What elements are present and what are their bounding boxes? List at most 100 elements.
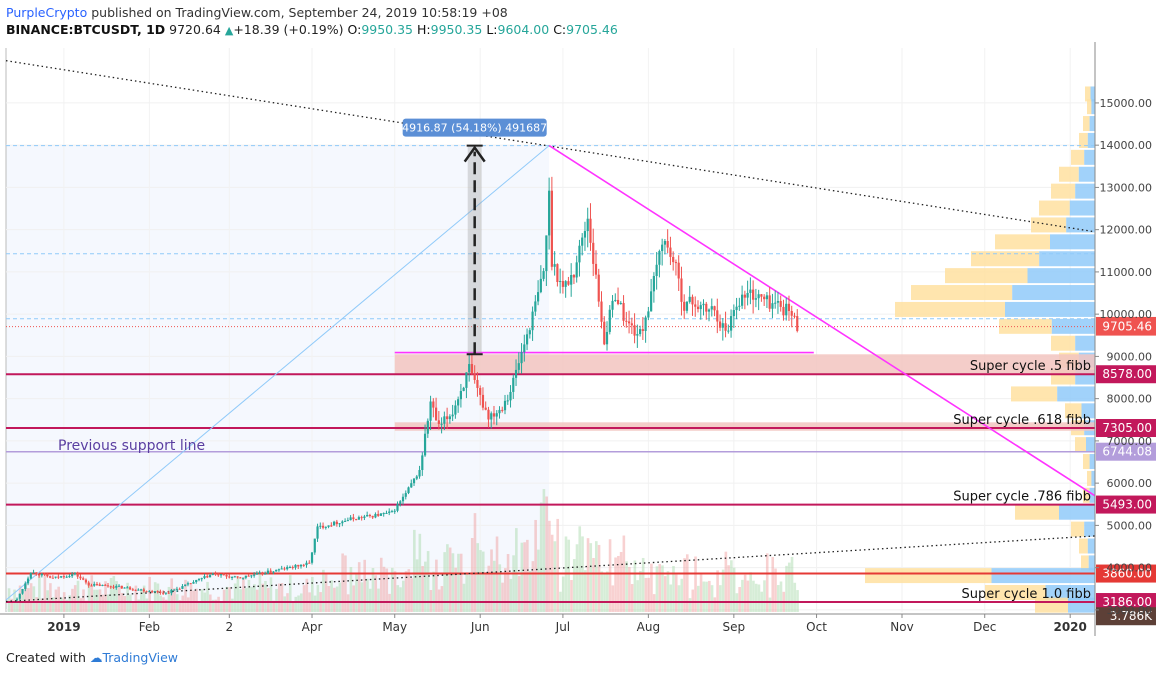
candle-body: [754, 298, 757, 300]
candle-body: [357, 517, 360, 520]
candle-body: [412, 478, 416, 484]
volume-bar: [523, 542, 526, 612]
volume-bar: [195, 588, 198, 612]
candle-body: [462, 387, 465, 391]
candle-body: [222, 574, 225, 576]
tradingview-logo-icon[interactable]: ☁: [89, 650, 103, 665]
volume-bar: [721, 569, 725, 612]
volume-bar: [51, 597, 55, 612]
candle-body: [614, 299, 617, 301]
volume-bar: [520, 542, 524, 612]
author-name[interactable]: PurpleCrypto: [6, 5, 88, 20]
profile-bar-12500: [1039, 200, 1070, 216]
candle-body: [652, 276, 655, 292]
candle-body: [542, 271, 545, 279]
volume-bar: [476, 543, 480, 612]
profile-bar-5700: [1083, 487, 1090, 503]
volume-bar: [247, 579, 251, 612]
profile-bar-10500: [911, 285, 1013, 301]
candle-body: [18, 593, 21, 599]
candle-body: [454, 405, 457, 415]
fib-label-1: Super cycle .618 fibb: [953, 413, 1091, 428]
volume-bar: [236, 576, 240, 612]
candle-body: [324, 526, 327, 528]
candle-body: [572, 274, 576, 278]
profile-bar-13700: [1071, 149, 1085, 165]
candle-body: [594, 263, 598, 275]
volume-bar: [341, 553, 344, 612]
candle-body: [545, 235, 548, 272]
candle-body: [650, 291, 653, 312]
candle-body: [241, 577, 245, 579]
price-tick-6000: 6000.00: [1107, 477, 1153, 490]
price-tick-13000: 13000.00: [1100, 181, 1153, 194]
volume-bar: [90, 575, 94, 612]
candle-body: [763, 296, 766, 300]
price-chart[interactable]: 4916.87 (54.18%) 491687 Super cycle .5 f…: [0, 42, 1166, 642]
measure-tool: 4916.87 (54.18%) 491687: [402, 118, 547, 356]
volume-bar: [509, 578, 513, 612]
volume-bar: [663, 576, 667, 612]
volume-bar: [572, 559, 576, 612]
candle-body: [319, 525, 322, 527]
candle-body: [674, 262, 678, 264]
fib-label-3: Super cycle 1.0 fibb: [962, 587, 1091, 602]
fib-label-0: Super cycle .5 fibb: [970, 359, 1091, 374]
volume-bar: [93, 589, 96, 612]
candle-body: [553, 264, 556, 267]
candle-body: [321, 525, 325, 528]
candle-body: [575, 262, 578, 278]
price-tick-3000: 3000.00: [1107, 604, 1153, 617]
volume-bar: [184, 579, 187, 612]
volume-bar: [311, 576, 314, 612]
candle-body: [371, 515, 374, 518]
volume-bar: [708, 580, 711, 612]
candle-body: [178, 588, 181, 590]
candle-body: [173, 589, 176, 591]
candle-body: [567, 281, 570, 285]
candle-body: [765, 295, 769, 300]
volume-bar: [457, 553, 460, 612]
candle-body: [639, 329, 642, 335]
volume-bar: [578, 526, 582, 612]
candle-body: [330, 525, 333, 527]
high-label: H:: [417, 22, 431, 37]
volume-bar: [24, 583, 27, 612]
candle-body: [509, 391, 512, 401]
price-axis[interactable]: 3000.00 4000.00 5000.00 6000.00 7000.00 8000.…: [1094, 42, 1153, 636]
candle-body: [35, 572, 38, 575]
candle-body: [446, 416, 449, 420]
volume-bar: [776, 585, 780, 612]
candle-body: [261, 572, 264, 574]
volume-bar: [101, 594, 105, 612]
candle-body: [732, 310, 735, 317]
profile-bar-9700: [999, 318, 1052, 334]
up-arrow-icon: ▲: [224, 24, 234, 37]
volume-bar: [644, 577, 648, 612]
volume-bar: [277, 583, 281, 612]
candle-body: [145, 591, 148, 593]
candle-body: [253, 574, 256, 576]
candle-body: [559, 281, 562, 283]
tradingview-brand[interactable]: TradingView: [102, 650, 178, 665]
volume-bar: [787, 562, 791, 612]
candle-body: [76, 573, 79, 577]
volume-bar: [35, 597, 38, 612]
volume-bar: [283, 596, 287, 612]
profile-bar-blue-5300: [1059, 504, 1095, 520]
profile-bar-blue-6900: [1086, 437, 1095, 453]
volume-bar: [231, 598, 234, 612]
time-axis[interactable]: 2019 Feb 2 Apr May Jun Jul Aug Sep Oct Nov Dec 2020: [0, 613, 1095, 634]
fib-badge-text-3: 3186.00: [1102, 595, 1152, 609]
candle-body: [344, 520, 347, 522]
candle-body: [774, 302, 777, 304]
candle-body: [255, 573, 258, 575]
open-label: O:: [347, 22, 362, 37]
candle-body: [768, 295, 771, 309]
candle-body: [170, 589, 173, 594]
candle-body: [608, 309, 611, 332]
volume-bar: [131, 601, 135, 612]
profile-bar-7700: [1065, 403, 1082, 419]
candle-body: [95, 583, 99, 585]
volume-bar: [330, 580, 333, 612]
